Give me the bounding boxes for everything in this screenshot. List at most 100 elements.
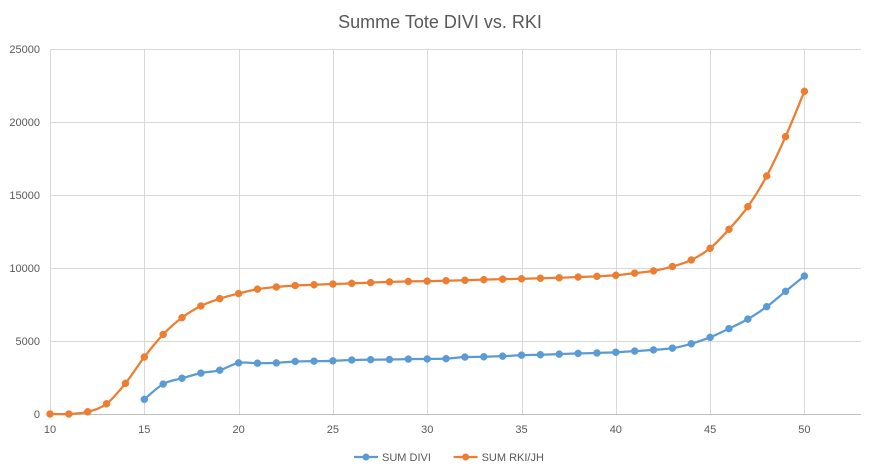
data-point	[197, 369, 205, 377]
data-point	[630, 347, 639, 355]
data-point	[630, 269, 639, 277]
data-point	[159, 330, 167, 339]
data-point	[178, 374, 186, 382]
data-point	[140, 353, 149, 361]
y-axis-tick-labels: 0 5000 10000 15000 20000 25000	[9, 44, 40, 421]
data-point	[310, 357, 318, 365]
x-tick-label: 35	[515, 424, 527, 436]
x-tick-label: 45	[704, 424, 716, 436]
data-point	[159, 380, 167, 388]
data-point	[593, 349, 601, 357]
series-layer	[46, 87, 809, 418]
series-sum-divi	[140, 272, 809, 404]
data-point	[555, 350, 563, 358]
data-point	[649, 267, 658, 275]
data-point	[725, 324, 733, 333]
data-point	[442, 276, 450, 285]
data-point	[385, 355, 394, 364]
x-tick-label: 20	[232, 424, 244, 436]
data-point	[102, 400, 111, 408]
data-point	[366, 355, 375, 364]
data-point	[498, 275, 507, 283]
data-point	[215, 366, 224, 374]
data-point	[687, 256, 696, 264]
data-point	[800, 87, 809, 96]
gridlines	[50, 49, 861, 414]
x-axis-tick-labels: 10 15 20 25 30 35 40 45 50	[44, 424, 811, 436]
data-point	[329, 280, 337, 288]
series-sum-rki-jh	[46, 87, 809, 418]
data-point	[423, 355, 431, 363]
data-point	[762, 302, 771, 311]
data-point	[404, 355, 413, 363]
data-point	[668, 344, 677, 352]
data-point	[65, 410, 73, 418]
data-point	[517, 351, 526, 359]
data-point	[291, 281, 299, 290]
data-point	[781, 287, 790, 296]
legend[interactable]: SUM DIVI SUM RKI/JH	[354, 452, 544, 464]
y-tick-label: 25000	[9, 44, 40, 56]
chart-title: Summe Tote DIVI vs. RKI	[338, 12, 542, 32]
legend-item[interactable]: SUM DIVI	[354, 452, 431, 464]
data-point	[517, 275, 526, 283]
data-point	[329, 357, 337, 365]
legend-label: SUM RKI/JH	[482, 452, 544, 464]
data-point	[272, 283, 281, 291]
x-tick-label: 10	[44, 424, 56, 436]
data-point	[461, 353, 469, 361]
data-point	[253, 285, 262, 293]
data-point	[536, 274, 545, 282]
data-point	[272, 359, 281, 367]
data-point	[725, 225, 733, 234]
data-point	[461, 276, 469, 285]
data-point	[498, 352, 507, 360]
data-point	[310, 281, 318, 289]
data-point	[480, 275, 488, 284]
y-tick-label: 15000	[9, 190, 40, 202]
x-tick-label: 25	[327, 424, 339, 436]
data-point	[706, 333, 714, 342]
data-point	[687, 340, 696, 348]
legend-point-marker	[362, 453, 370, 461]
y-tick-label: 20000	[9, 117, 40, 129]
y-tick-label: 10000	[9, 263, 40, 275]
data-point	[555, 274, 563, 282]
data-point	[593, 272, 601, 281]
data-point	[423, 277, 431, 285]
data-point	[121, 379, 130, 388]
data-point	[612, 348, 620, 356]
x-tick-label: 40	[610, 424, 622, 436]
data-point	[574, 349, 582, 358]
data-point	[348, 356, 356, 364]
y-tick-label: 0	[34, 409, 40, 421]
legend-item[interactable]: SUM RKI/JH	[453, 452, 544, 464]
data-point	[744, 202, 752, 211]
x-tick-label: 15	[138, 424, 150, 436]
data-point	[649, 346, 658, 354]
data-point	[706, 244, 714, 253]
data-point	[480, 353, 488, 361]
data-point	[762, 172, 771, 180]
data-point	[536, 350, 545, 359]
data-point	[442, 354, 450, 363]
data-point	[83, 408, 92, 416]
data-point	[800, 272, 809, 280]
y-tick-label: 5000	[16, 336, 40, 348]
data-point	[404, 277, 413, 286]
data-point	[234, 359, 243, 367]
data-point	[197, 302, 205, 310]
data-point	[215, 294, 224, 303]
data-point	[612, 271, 620, 280]
x-tick-label: 30	[421, 424, 433, 436]
data-point	[178, 313, 186, 322]
series-line	[143, 275, 806, 401]
data-point	[574, 273, 582, 281]
data-point	[744, 315, 752, 323]
data-point	[366, 278, 375, 287]
data-point	[385, 278, 394, 286]
data-point	[253, 359, 262, 367]
legend-label: SUM DIVI	[382, 452, 431, 464]
data-point	[291, 357, 299, 366]
